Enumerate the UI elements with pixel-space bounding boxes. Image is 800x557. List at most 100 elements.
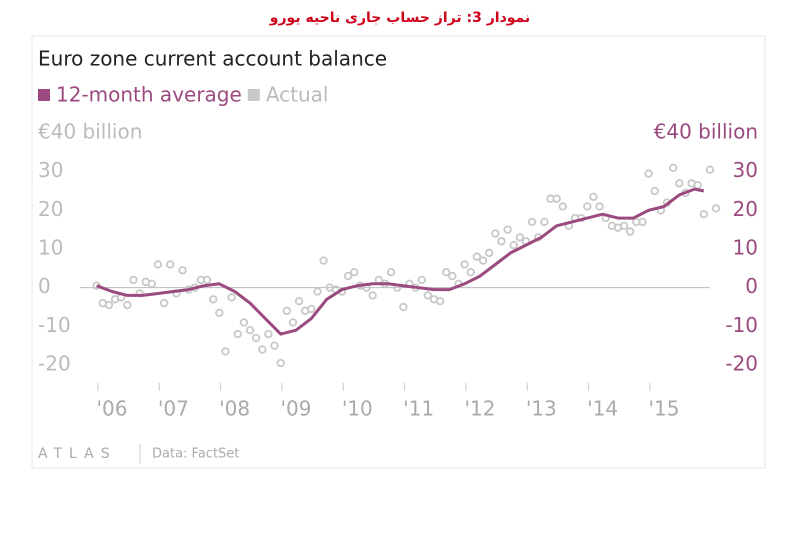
x-tick-label: '09 <box>281 397 312 421</box>
caption: نمودار 3: تراز حساب جاری ناحیه یورو <box>269 10 530 26</box>
data-point <box>368 291 377 300</box>
data-point <box>435 297 445 306</box>
x-tick-label: '07 <box>158 397 189 421</box>
legend-swatch <box>247 89 260 101</box>
x-tick-label: '15 <box>648 397 679 421</box>
data-point <box>221 347 230 356</box>
data-point <box>288 318 298 327</box>
data-point <box>258 345 267 354</box>
data-point <box>558 202 567 211</box>
y-tick-label: -10 <box>38 313 71 337</box>
data-point <box>153 260 163 269</box>
data-point <box>245 326 255 335</box>
y-tick-label: 20 <box>38 197 63 221</box>
y-tick-label: €40 billion <box>38 120 142 144</box>
data-point <box>497 237 506 246</box>
legend-label: Actual <box>266 83 329 107</box>
data-point <box>589 192 598 201</box>
data-point <box>527 217 537 227</box>
data-point <box>442 268 451 277</box>
data-point <box>509 240 518 250</box>
data-point <box>343 271 353 281</box>
data-point <box>178 266 187 275</box>
data-point <box>675 179 684 188</box>
data-point <box>282 306 291 316</box>
data-point <box>129 275 138 285</box>
y2-tick-label: €40 billion <box>654 120 758 144</box>
data-point <box>583 202 592 211</box>
x-tick-label: '06 <box>97 397 128 421</box>
chart-frame <box>31 35 766 469</box>
data-point <box>460 260 469 269</box>
data-point <box>202 275 212 285</box>
data-point <box>491 229 500 238</box>
line-series <box>96 187 705 336</box>
data-point <box>650 186 659 196</box>
x-tick-label: '14 <box>587 397 618 421</box>
x-tick-label: '13 <box>526 397 557 421</box>
data-point <box>638 217 647 227</box>
data-point <box>515 233 525 242</box>
data-point <box>227 293 236 302</box>
y2-tick-label: 0 <box>745 274 758 298</box>
legend-label: 12-month average <box>56 83 242 107</box>
x-tick-label: '08 <box>219 397 250 421</box>
y2-tick-label: -10 <box>725 313 758 337</box>
data-point <box>711 204 721 213</box>
data-point <box>307 304 316 314</box>
data-point <box>147 279 157 288</box>
data-point <box>472 252 482 261</box>
data-point <box>448 271 457 281</box>
data-point <box>350 268 359 277</box>
data-point <box>313 287 322 296</box>
data-point <box>668 163 678 172</box>
data-point <box>478 256 488 265</box>
y-tick-label: 30 <box>38 158 63 182</box>
data-point <box>319 256 328 265</box>
data-point <box>264 329 273 339</box>
data-point <box>417 275 426 285</box>
y2-tick-label: -20 <box>725 352 758 376</box>
chart-title: Euro zone current account balance <box>38 47 387 71</box>
y2-tick-label: 30 <box>733 158 758 182</box>
data-point <box>626 227 635 236</box>
data-point <box>251 333 261 343</box>
y2-tick-label: 20 <box>733 197 758 221</box>
data-point <box>166 260 175 269</box>
x-tick-label: '10 <box>342 397 373 421</box>
y-tick-label: 10 <box>38 236 63 260</box>
brand: ATLAS <box>38 446 117 462</box>
data-point <box>239 318 249 327</box>
data-point <box>466 268 475 277</box>
data-point <box>595 202 604 211</box>
data-point <box>233 329 242 339</box>
data-point <box>386 268 396 277</box>
data-point <box>123 300 132 310</box>
data-point <box>705 165 715 174</box>
legend-swatch <box>38 89 50 101</box>
data-point <box>644 169 653 178</box>
data-point <box>215 308 224 317</box>
data-point <box>159 298 169 308</box>
data-point <box>208 295 218 304</box>
data-point <box>276 358 285 368</box>
data-point <box>552 194 561 203</box>
data-point <box>294 297 304 306</box>
data-point <box>699 209 709 219</box>
data-point <box>104 300 114 310</box>
data-point <box>270 341 279 350</box>
data-point <box>484 248 494 258</box>
y2-tick-label: 10 <box>733 236 758 260</box>
data-point <box>540 217 549 227</box>
data-point <box>399 302 408 312</box>
source: Data: FactSet <box>152 447 239 462</box>
data-point <box>423 291 433 300</box>
x-tick-label: '11 <box>403 397 434 421</box>
y-tick-label: 0 <box>38 274 51 298</box>
data-point <box>503 225 512 234</box>
x-tick-label: '12 <box>465 397 496 421</box>
data-point <box>619 221 629 230</box>
y-tick-label: -20 <box>38 352 71 376</box>
